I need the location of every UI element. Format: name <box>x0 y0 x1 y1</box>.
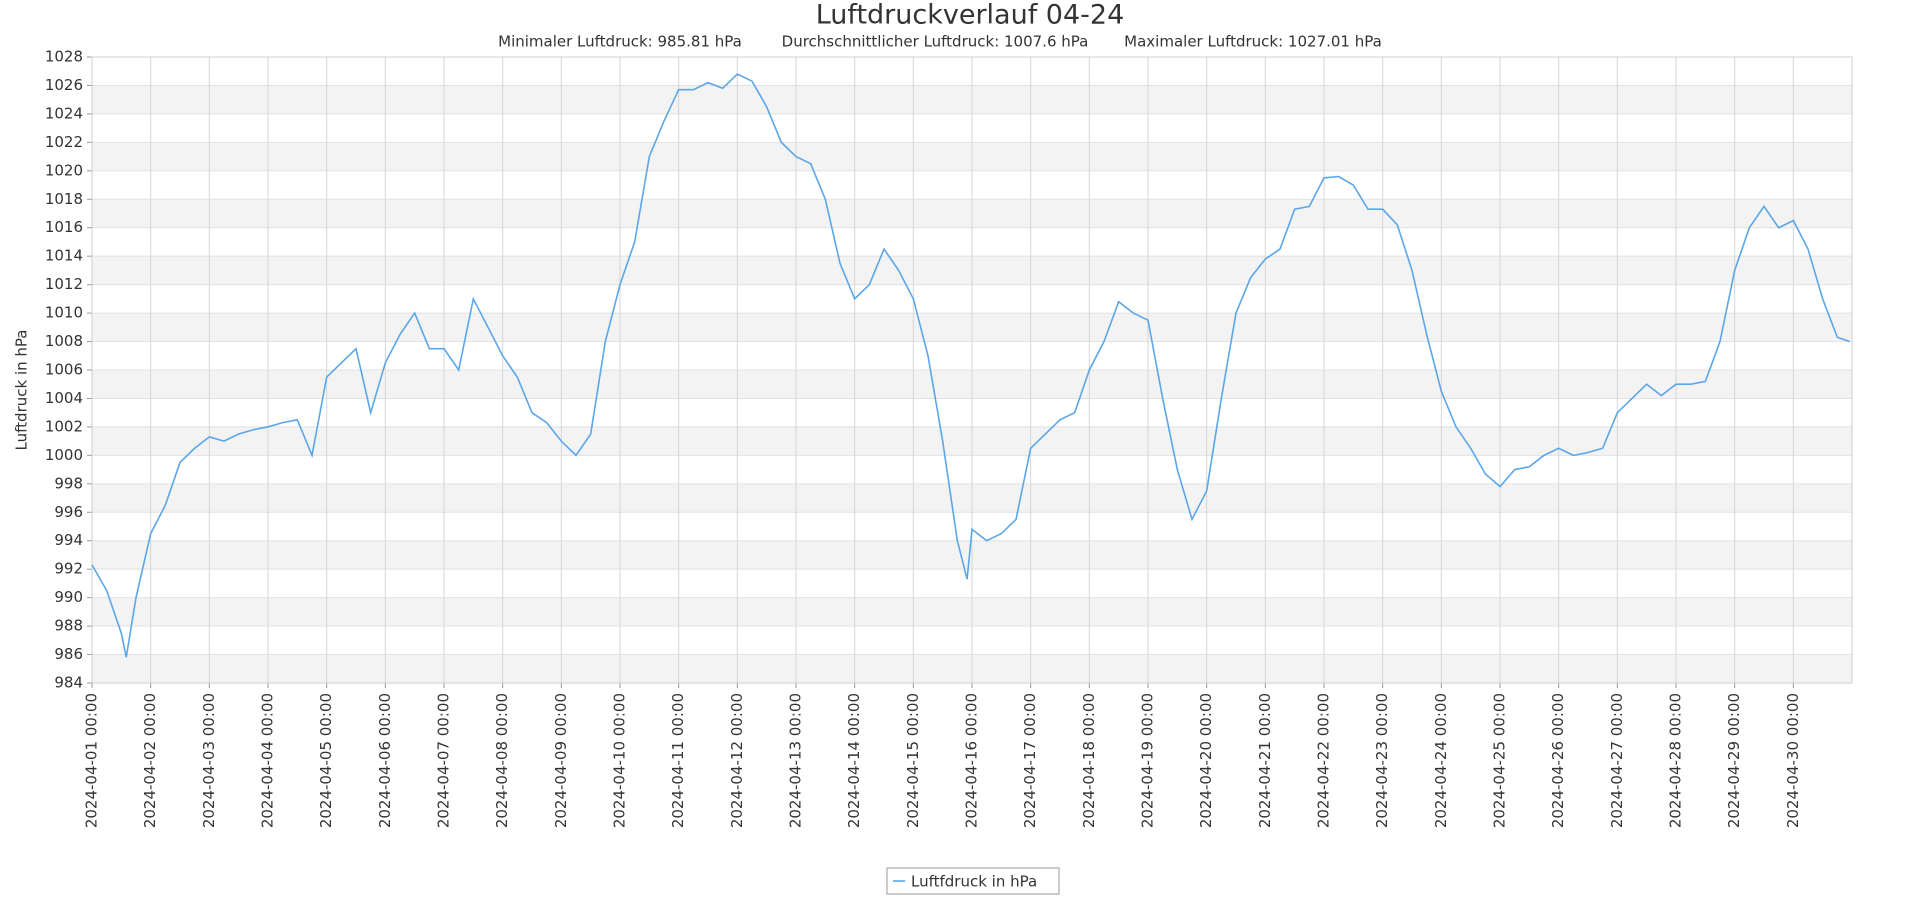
x-tick-label: 2024-04-07 00:00 <box>435 693 453 828</box>
y-tick-label: 986 <box>54 645 83 663</box>
chart-title: Luftdruckverlauf 04-24 <box>816 0 1125 31</box>
x-tick-label: 2024-04-04 00:00 <box>259 693 277 828</box>
x-tick-label: 2024-04-17 00:00 <box>1021 693 1039 828</box>
x-tick-label: 2024-04-18 00:00 <box>1080 693 1098 828</box>
y-tick-label: 990 <box>54 588 83 606</box>
stat-label: Maximaler Luftdruck: 1027.01 hPa <box>1124 33 1382 51</box>
x-tick-label: 2024-04-29 00:00 <box>1725 693 1743 828</box>
y-tick-label: 1010 <box>45 304 83 322</box>
y-tick-label: 1008 <box>45 332 83 350</box>
y-tick-label: 988 <box>54 617 83 635</box>
y-tick-label: 1000 <box>45 446 83 464</box>
stat-label: Durchschnittlicher Luftdruck: 1007.6 hPa <box>782 33 1089 51</box>
x-tick-label: 2024-04-30 00:00 <box>1784 693 1802 828</box>
y-axis-label: Luftdruck in hPa <box>13 330 31 451</box>
y-tick-label: 992 <box>54 560 83 578</box>
y-tick-label: 998 <box>54 474 83 492</box>
x-tick-label: 2024-04-28 00:00 <box>1667 693 1685 828</box>
x-tick-label: 2024-04-20 00:00 <box>1197 693 1215 828</box>
x-tick-label: 2024-04-25 00:00 <box>1491 693 1509 828</box>
x-tick-label: 2024-04-03 00:00 <box>200 693 218 828</box>
x-tick-label: 2024-04-12 00:00 <box>728 693 746 828</box>
y-tick-label: 1016 <box>45 218 83 236</box>
y-tick-label: 1002 <box>45 417 83 435</box>
x-tick-label: 2024-04-06 00:00 <box>376 693 394 828</box>
x-tick-label: 2024-04-01 00:00 <box>83 693 101 828</box>
x-tick-label: 2024-04-27 00:00 <box>1608 693 1626 828</box>
x-tick-label: 2024-04-19 00:00 <box>1139 693 1157 828</box>
stat-label: Minimaler Luftdruck: 985.81 hPa <box>498 33 742 51</box>
x-tick-label: 2024-04-21 00:00 <box>1256 693 1274 828</box>
x-tick-label: 2024-04-15 00:00 <box>904 693 922 828</box>
x-tick-label: 2024-04-24 00:00 <box>1432 693 1450 828</box>
y-tick-label: 1006 <box>45 361 83 379</box>
data-line <box>91 73 1850 658</box>
y-tick-label: 1018 <box>45 190 83 208</box>
y-tick-label: 1028 <box>45 48 83 66</box>
y-tick-label: 1020 <box>45 161 83 179</box>
x-tick-label: 2024-04-08 00:00 <box>493 693 511 828</box>
y-tick-label: 1004 <box>45 389 83 407</box>
y-tick-label: 996 <box>54 503 83 521</box>
x-tick-label: 2024-04-02 00:00 <box>141 693 159 828</box>
y-tick-label: 1026 <box>45 76 83 94</box>
legend: Luftfdruck in hPa <box>886 867 1060 895</box>
y-tick-label: 1022 <box>45 133 83 151</box>
legend-box <box>886 867 1060 895</box>
x-tick-label: 2024-04-26 00:00 <box>1549 693 1567 828</box>
plot-frame <box>91 56 1853 684</box>
y-tick-label: 994 <box>54 531 83 549</box>
y-tick-label: 984 <box>54 674 83 692</box>
x-tick-label: 2024-04-05 00:00 <box>317 693 335 828</box>
x-tick-label: 2024-04-09 00:00 <box>552 693 570 828</box>
y-tick-label: 1024 <box>45 104 83 122</box>
x-tick-label: 2024-04-16 00:00 <box>963 693 981 828</box>
x-tick-label: 2024-04-22 00:00 <box>1315 693 1333 828</box>
y-tick-label: 1014 <box>45 247 83 265</box>
legend-label: Luftfdruck in hPa <box>911 873 1037 891</box>
y-tick-label: 1012 <box>45 275 83 293</box>
x-tick-label: 2024-04-23 00:00 <box>1373 693 1391 828</box>
x-tick-label: 2024-04-11 00:00 <box>669 693 687 828</box>
x-tick-label: 2024-04-10 00:00 <box>611 693 629 828</box>
x-tick-label: 2024-04-13 00:00 <box>787 693 805 828</box>
x-tick-label: 2024-04-14 00:00 <box>845 693 863 828</box>
